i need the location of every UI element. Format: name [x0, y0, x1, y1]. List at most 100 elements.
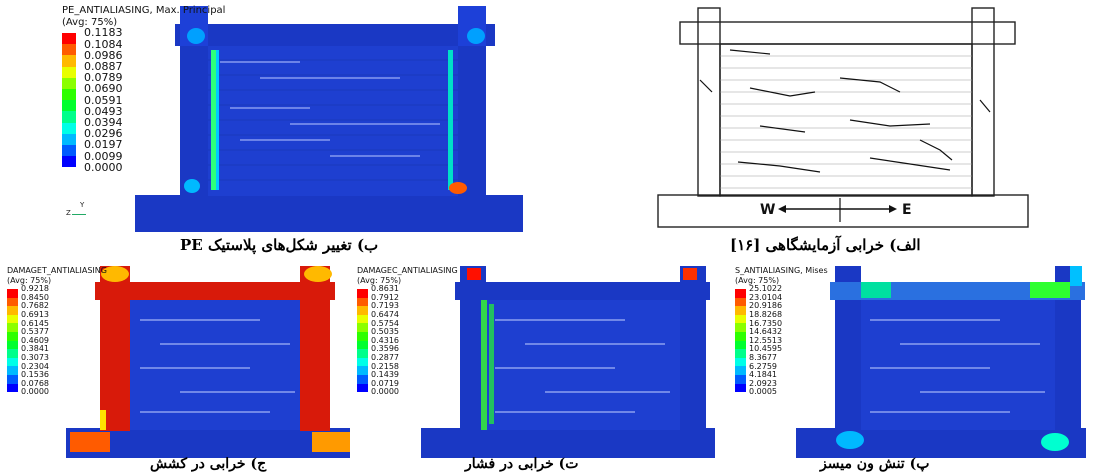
damagec-legend-title: DAMAGEC_ANTIALIASING	[357, 266, 458, 275]
mises-legend-swatch	[735, 306, 746, 315]
mises-legend-value: 16.7350	[749, 318, 783, 328]
panel-damage-tension: DAMAGET_ANTIALIASING (Avg: 75%) 0.9218 0.…	[0, 260, 355, 475]
damaget-fe-contour-plot	[66, 266, 350, 458]
pe-fe-contour-plot	[135, 6, 523, 232]
damagec-legend-value: 0.8631	[371, 284, 399, 294]
mises-legend-value: 8.3677	[749, 353, 777, 362]
damaget-caption: ج) خرابی در کشش	[150, 456, 267, 472]
damaget-legend-value: 0.3073	[21, 353, 49, 362]
mises-legend-avg: (Avg: 75%)	[735, 276, 780, 285]
damaget-legend-swatch	[7, 323, 18, 332]
panel-experimental-damage: W E الف) خرابی آزمایشگاهی [۱۶]	[640, 0, 1093, 260]
damagec-legend-swatch	[357, 340, 368, 350]
pe-legend: PE_ANTIALIASING, Max. Principal (Avg: 75…	[62, 5, 262, 225]
damaget-legend-value: 0.4609	[21, 335, 49, 345]
damaget-legend-swatch	[7, 306, 18, 315]
mises-legend-swatch	[735, 289, 746, 298]
axis-y-label: Y	[80, 201, 85, 209]
damaget-legend-swatch	[7, 297, 18, 307]
pe-legend-swatch	[62, 122, 76, 134]
mises-legend-swatch	[735, 323, 746, 332]
damaget-legend-value: 0.9218	[21, 284, 49, 294]
damaget-legend-swatch	[7, 366, 18, 375]
mises-legend-value: 14.6432	[749, 327, 783, 337]
mises-legend: S_ANTIALIASING, Mises (Avg: 75%) 25.1022…	[735, 266, 895, 436]
mises-legend-swatch	[735, 375, 746, 384]
pe-legend-value: 0.1084	[84, 37, 123, 51]
experimental-damage-sketch: W E	[657, 7, 1029, 228]
damagec-legend-swatch	[357, 306, 368, 315]
pe-legend-swatch	[62, 66, 76, 78]
pe-legend-value: 0.0296	[84, 127, 123, 141]
mises-legend-value: 10.4595	[749, 344, 783, 354]
pe-legend-swatch	[62, 44, 76, 56]
mises-legend-value: 23.0104	[749, 292, 783, 302]
mises-legend-value: 20.9186	[749, 301, 783, 311]
mises-legend-swatch	[735, 297, 746, 307]
pe-legend-value: 0.0591	[84, 93, 123, 107]
pe-legend-value: 0.0197	[84, 138, 123, 152]
damagec-legend-value: 0.2877	[371, 353, 399, 362]
pe-legend-swatch	[62, 33, 76, 45]
damagec-legend-swatch	[357, 332, 368, 341]
damagec-legend-value: 0.0719	[371, 378, 399, 388]
pe-legend-value: 0.0000	[84, 160, 123, 174]
pe-legend-avg: (Avg: 75%)	[62, 17, 118, 28]
pe-mesh-grid	[208, 59, 458, 181]
pe-legend-value: 0.1183	[84, 26, 123, 40]
damaget-legend-swatch	[7, 357, 18, 367]
pe-legend-value: 0.0986	[84, 48, 123, 62]
pe-legend-swatch	[62, 156, 76, 168]
damaget-legend-value: 0.3841	[21, 344, 49, 354]
damaget-legend-title: DAMAGET_ANTIALIASING	[7, 266, 107, 275]
mises-legend-title: S_ANTIALIASING, Mises	[735, 266, 828, 275]
damaget-legend: DAMAGET_ANTIALIASING (Avg: 75%) 0.9218 0.…	[7, 266, 167, 436]
damaget-legend-swatch	[7, 314, 18, 324]
mises-legend-value: 12.5513	[749, 335, 783, 345]
damaget-legend-swatch	[7, 383, 18, 393]
mises-legend-value: 18.8268	[749, 310, 783, 319]
pe-legend-value: 0.0789	[84, 71, 123, 85]
mises-legend-swatch	[735, 349, 746, 358]
mises-caption: پ) تنش ون میسز	[820, 456, 930, 472]
pe-caption: ب) تغییر شکل‌های پلاستیک PE	[180, 236, 379, 254]
damagec-legend-swatch	[357, 366, 368, 375]
pe-legend-swatch	[62, 55, 76, 67]
panel-damage-compression: DAMAGEC_ANTIALIASING (Avg: 75%) 0.8631 0.…	[355, 260, 720, 475]
mises-legend-value: 25.1022	[749, 284, 783, 294]
damaget-legend-swatch	[7, 375, 18, 384]
mises-legend-value: 0.0005	[749, 387, 777, 397]
damaget-legend-value: 0.6145	[21, 318, 49, 328]
direction-w-label: W	[760, 202, 775, 218]
pe-axis-triad: Z Y	[66, 201, 88, 219]
damagec-legend-swatch	[357, 349, 368, 358]
direction-e-label: E	[902, 202, 912, 218]
damaget-legend-value: 0.8450	[21, 292, 49, 302]
damagec-legend-value: 0.2158	[371, 361, 399, 371]
mises-legend-value: 6.2759	[749, 361, 777, 371]
pe-legend-swatch	[62, 133, 76, 145]
damaget-legend-value: 0.6913	[21, 310, 49, 319]
mises-legend-value: 2.0923	[749, 378, 777, 388]
pe-legend-value: 0.0493	[84, 104, 123, 118]
pe-legend-swatch	[62, 89, 76, 101]
pe-legend-swatch	[62, 100, 76, 112]
damaget-legend-value: 0.2304	[21, 361, 49, 371]
pe-legend-value: 0.0887	[84, 60, 123, 73]
damagec-legend-avg: (Avg: 75%)	[357, 276, 402, 285]
damagec-legend-value: 0.7912	[371, 292, 399, 302]
damaget-legend-swatch	[7, 340, 18, 350]
damaget-legend-value: 0.7682	[21, 301, 49, 311]
damagec-legend-swatch	[357, 357, 368, 367]
pe-legend-title: PE_ANTIALIASING, Max. Principal	[62, 5, 226, 16]
damaget-legend-value: 0.0768	[21, 378, 49, 388]
panel-pe-plastic-strain: PE_ANTIALIASING, Max. Principal (Avg: 75…	[0, 0, 530, 254]
pe-legend-value: 0.0690	[84, 82, 123, 96]
damagec-legend-swatch	[357, 383, 368, 393]
damaget-legend-avg: (Avg: 75%)	[7, 276, 52, 285]
pe-legend-swatch	[62, 111, 76, 123]
damagec-legend-value: 0.4316	[371, 335, 399, 345]
damaget-legend-swatch	[7, 289, 18, 298]
damagec-legend-value: 0.1439	[371, 370, 399, 380]
damaget-legend-value: 0.1536	[21, 370, 49, 380]
